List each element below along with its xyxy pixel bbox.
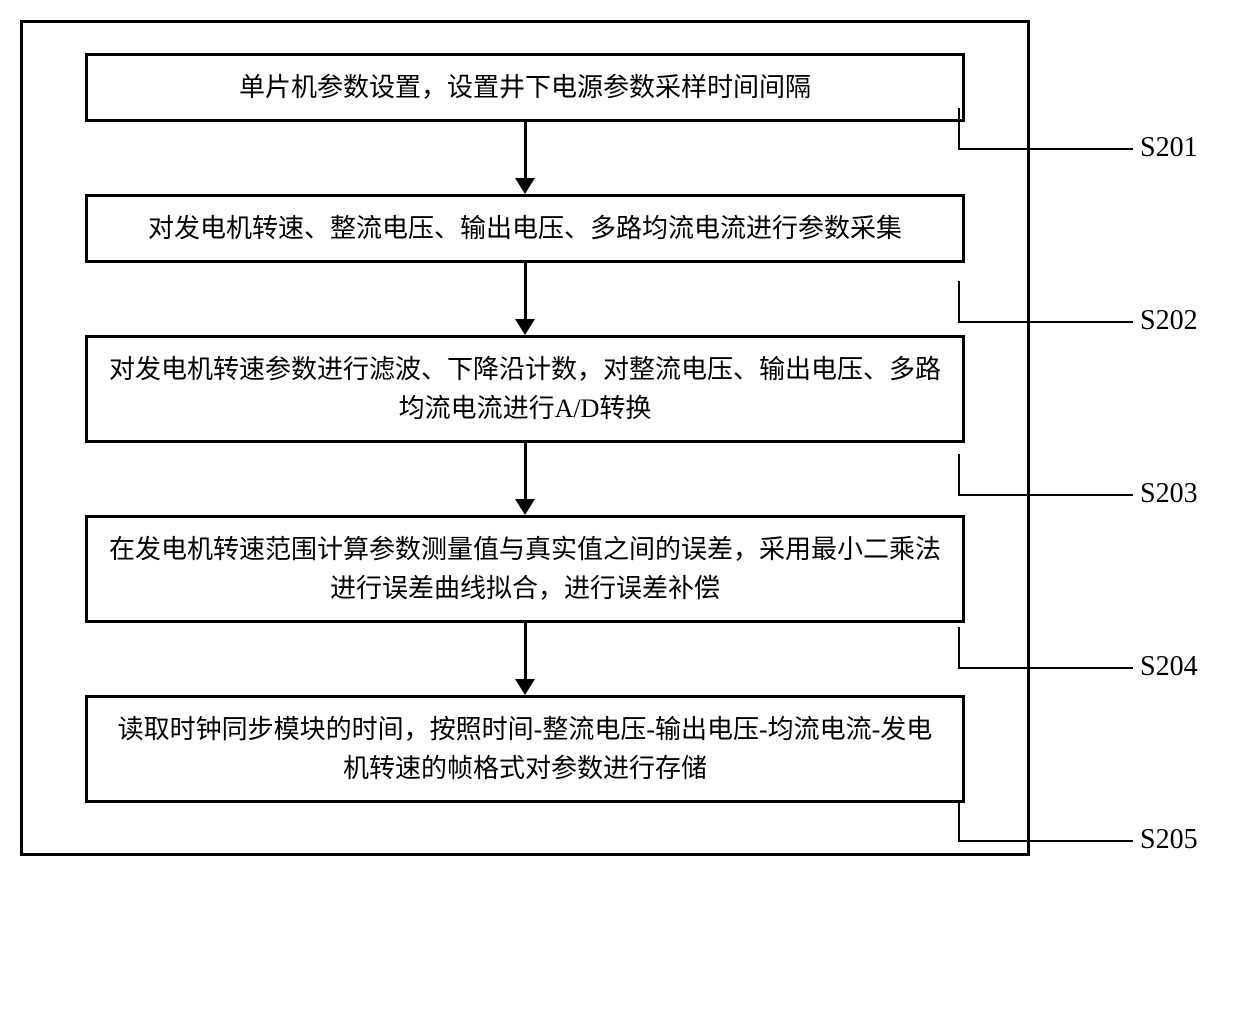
label-leader-v xyxy=(958,454,960,494)
arrow-icon xyxy=(515,623,535,695)
label-leader-v xyxy=(958,800,960,840)
step-label: S205 xyxy=(1140,824,1198,856)
step-label: S204 xyxy=(1140,651,1198,683)
arrow-icon xyxy=(515,122,535,194)
step-text: 读取时钟同步模块的时间，按照时间-整流电压-输出电压-均流电流-发电机转速的帧格… xyxy=(118,715,933,783)
step-box-s204: 在发电机转速范围计算参数测量值与真实值之间的误差，采用最小二乘法进行误差曲线拟合… xyxy=(85,515,965,623)
step-text: 对发电机转速参数进行滤波、下降沿计数，对整流电压、输出电压、多路均流电流进行A/… xyxy=(109,355,941,423)
flowchart-diagram: 单片机参数设置，设置井下电源参数采样时间间隔 对发电机转速、整流电压、输出电压、… xyxy=(20,20,1220,856)
step-label: S201 xyxy=(1140,132,1198,164)
label-leader-v xyxy=(958,627,960,667)
label-leader-h xyxy=(958,840,1133,842)
arrow-icon xyxy=(515,443,535,515)
step-box-s205: 读取时钟同步模块的时间，按照时间-整流电压-输出电压-均流电流-发电机转速的帧格… xyxy=(85,695,965,803)
step-text: 对发电机转速、整流电压、输出电压、多路均流电流进行参数采集 xyxy=(148,214,902,243)
label-leader-v xyxy=(958,108,960,148)
step-label: S203 xyxy=(1140,478,1198,510)
label-leader-v xyxy=(958,281,960,321)
flow-column: 单片机参数设置，设置井下电源参数采样时间间隔 对发电机转速、整流电压、输出电压、… xyxy=(48,53,1002,803)
arrow-icon xyxy=(515,263,535,335)
step-text: 在发电机转速范围计算参数测量值与真实值之间的误差，采用最小二乘法进行误差曲线拟合… xyxy=(109,535,941,603)
outer-frame: 单片机参数设置，设置井下电源参数采样时间间隔 对发电机转速、整流电压、输出电压、… xyxy=(20,20,1030,856)
step-box-s201: 单片机参数设置，设置井下电源参数采样时间间隔 xyxy=(85,53,965,122)
label-leader-h xyxy=(958,148,1133,150)
label-leader-h xyxy=(958,321,1133,323)
step-box-s202: 对发电机转速、整流电压、输出电压、多路均流电流进行参数采集 xyxy=(85,194,965,263)
label-leader-h xyxy=(958,494,1133,496)
step-text: 单片机参数设置，设置井下电源参数采样时间间隔 xyxy=(239,73,811,102)
step-label: S202 xyxy=(1140,305,1198,337)
label-leader-h xyxy=(958,667,1133,669)
step-box-s203: 对发电机转速参数进行滤波、下降沿计数，对整流电压、输出电压、多路均流电流进行A/… xyxy=(85,335,965,443)
